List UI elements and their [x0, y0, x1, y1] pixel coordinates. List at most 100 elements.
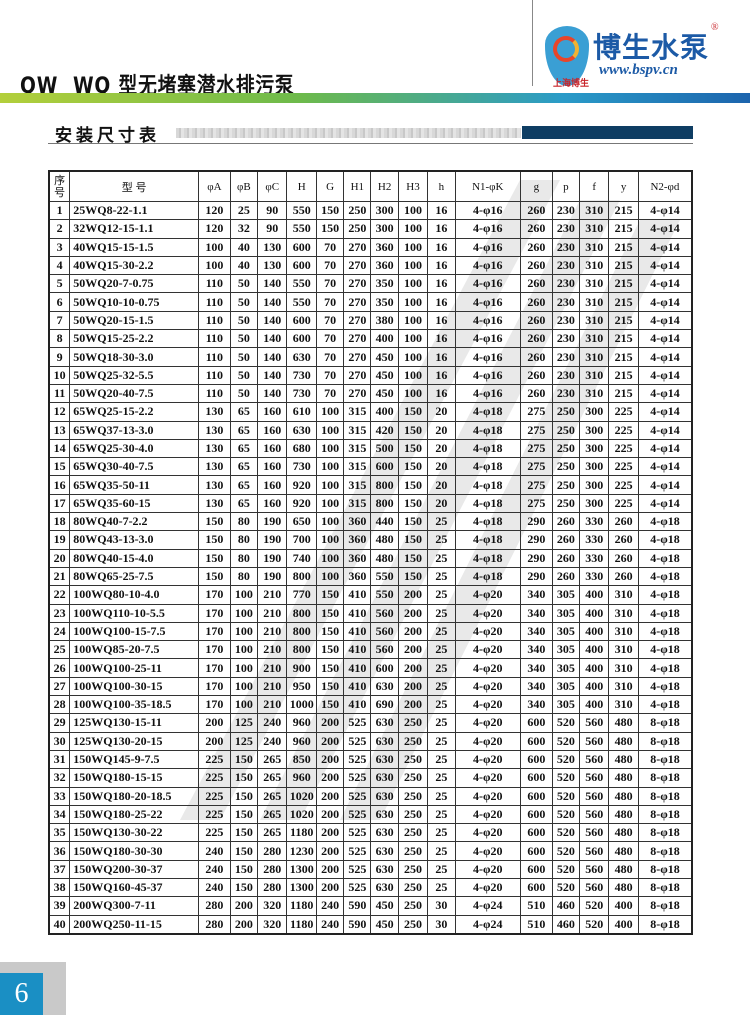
column-header: H2 [370, 170, 399, 202]
dimension-cell: 410 [343, 640, 372, 660]
column-header: N2-φd [637, 170, 693, 202]
dimension-cell: 270 [343, 383, 372, 404]
dimension-cell: 315 [343, 457, 372, 477]
column-header: H3 [397, 170, 429, 202]
model-cell: 100WQ100-35-18.5 [69, 695, 200, 715]
dimension-cell: 600 [520, 749, 553, 770]
dimension-cell: 440 [370, 512, 399, 532]
dimension-cell: 4-φ16 [454, 365, 522, 385]
row-number: 22 [48, 585, 71, 605]
dimension-cell: 65 [229, 402, 258, 422]
dimension-cell: 140 [256, 292, 288, 312]
dimension-cell: 305 [551, 603, 580, 623]
dimension-cell: 290 [520, 512, 553, 532]
dimension-cell: 65 [229, 420, 258, 440]
dimension-cell: 4-φ16 [454, 237, 522, 257]
dimension-cell: 400 [608, 914, 639, 935]
dimension-cell: 170 [198, 621, 231, 642]
dimension-cell: 360 [370, 255, 399, 276]
table-row: 9 50WQ18-30-3.0 110 50 140 630 70 270 450 100 16 4-… [48, 347, 693, 367]
dimension-cell: 300 [578, 475, 610, 495]
logo-url: www.bspv.cn [599, 62, 678, 78]
model-cell: 80WQ43-13-3.0 [69, 530, 200, 550]
table-row: 11 50WQ20-40-7.5 110 50 140 730 70 270 450 100 16 4… [48, 383, 693, 404]
dimension-cell: 340 [520, 640, 553, 660]
dimension-cell: 260 [608, 512, 639, 532]
dimension-cell: 4-φ14 [637, 493, 693, 514]
column-header: φB [229, 170, 258, 202]
dimension-cell: 4-φ16 [454, 274, 522, 294]
dimension-cell: 800 [370, 475, 399, 495]
gradient-band [0, 93, 750, 103]
dimension-cell: 525 [343, 841, 372, 861]
dimension-cell: 400 [578, 676, 610, 697]
column-header: h [427, 170, 456, 202]
dimension-cell: 4-φ20 [454, 749, 522, 770]
dimension-cell: 4-φ18 [454, 457, 522, 477]
column-header: φA [198, 170, 231, 202]
dimension-cell: 240 [198, 841, 231, 861]
table-row: 13 65WQ37-13-3.0 130 65 160 630 100 315 420 150 20… [48, 420, 693, 440]
dimension-cell: 225 [608, 475, 639, 495]
dimension-cell: 65 [229, 493, 258, 514]
table-row: 1 25WQ8-22-1.1 120 25 90 550 150 250 300 100 16 4-φ… [48, 200, 693, 221]
dimension-cell: 520 [551, 841, 580, 861]
dimension-cell: 950 [286, 676, 317, 697]
dimension-cell: 200 [315, 713, 345, 733]
dimension-cell: 215 [608, 365, 639, 385]
dimension-cell: 16 [427, 274, 456, 294]
row-number: 13 [48, 420, 71, 440]
dimension-cell: 200 [315, 786, 345, 806]
dimension-cell: 630 [370, 749, 399, 770]
dimension-cell: 525 [343, 859, 372, 879]
dimension-cell: 4-φ16 [454, 219, 522, 239]
model-cell: 80WQ40-15-4.0 [69, 548, 200, 568]
dimension-cell: 480 [608, 749, 639, 770]
dimension-cell: 4-φ14 [637, 383, 693, 404]
model-cell: 150WQ180-30-30 [69, 841, 200, 861]
dimension-cell: 80 [229, 548, 258, 568]
dimension-cell: 360 [370, 237, 399, 257]
dimension-cell: 215 [608, 237, 639, 257]
dimension-cell: 215 [608, 200, 639, 221]
dimension-cell: 4-φ18 [454, 512, 522, 532]
dimension-cell: 160 [256, 475, 288, 495]
dimension-cell: 4-φ18 [454, 420, 522, 440]
dimension-cell: 310 [578, 310, 610, 331]
row-number: 33 [48, 786, 71, 806]
dimension-cell: 225 [198, 823, 231, 843]
row-number: 17 [48, 493, 71, 514]
dimension-cell: 1020 [286, 804, 317, 825]
dimension-cell: 4-φ20 [454, 731, 522, 751]
table-row: 32 150WQ180-15-15 225 150 265 960 200 525 630 250… [48, 768, 693, 788]
table-row: 14 65WQ25-30-4.0 130 65 160 680 100 315 500 150 20… [48, 438, 693, 459]
dimension-cell: 100 [397, 365, 429, 385]
row-number: 27 [48, 676, 71, 697]
model-cell: 150WQ180-15-15 [69, 768, 200, 788]
dimension-cell: 600 [520, 768, 553, 788]
dimension-cell: 550 [286, 274, 317, 294]
model-cell: 32WQ12-15-1.1 [69, 219, 200, 239]
model-cell: 40WQ15-30-2.2 [69, 255, 200, 276]
dimension-cell: 190 [256, 548, 288, 568]
dimension-cell: 500 [370, 438, 399, 459]
dimension-cell: 315 [343, 438, 372, 459]
row-number: 32 [48, 768, 71, 788]
dimension-cell: 160 [256, 493, 288, 514]
dimension-cell: 525 [343, 731, 372, 751]
column-header: 型 号 [69, 170, 200, 202]
dimension-cell: 600 [286, 255, 317, 276]
dimension-cell: 1180 [286, 896, 317, 916]
dimension-cell: 480 [608, 768, 639, 788]
dimension-cell: 25 [427, 566, 456, 587]
dimension-cell: 315 [343, 420, 372, 440]
dimension-cell: 4-φ18 [454, 438, 522, 459]
dimension-cell: 600 [520, 731, 553, 751]
dimension-cell: 270 [343, 329, 372, 349]
table-row: 38 150WQ160-45-37 240 150 280 1300 200 525 630 25… [48, 877, 693, 898]
dimension-cell: 100 [315, 438, 345, 459]
dimension-cell: 140 [256, 274, 288, 294]
model-cell: 100WQ110-10-5.5 [69, 603, 200, 623]
dimension-cell: 630 [370, 823, 399, 843]
dimension-cell: 520 [551, 749, 580, 770]
